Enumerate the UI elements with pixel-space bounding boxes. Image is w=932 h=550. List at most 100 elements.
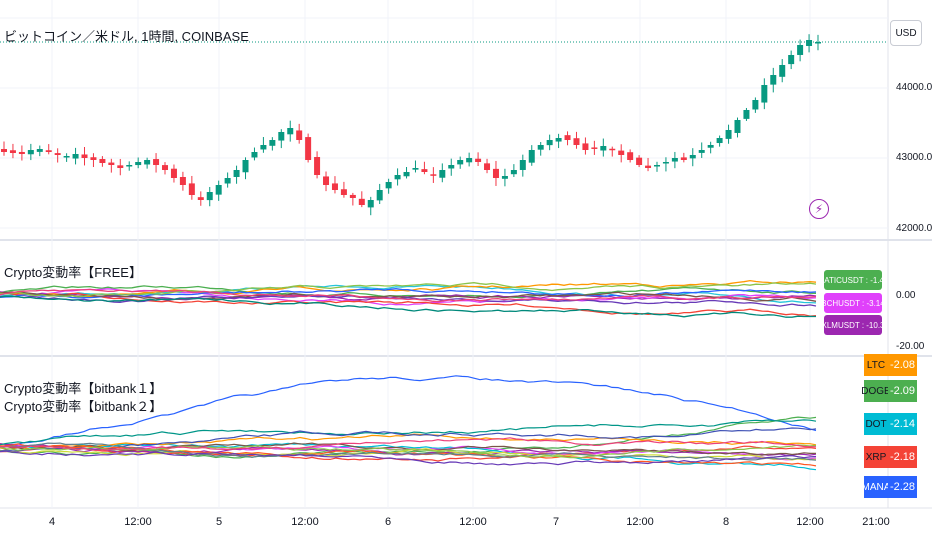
price-label-43000: 43000.00 xyxy=(896,152,932,163)
candle-body xyxy=(394,175,401,180)
time-label: 5 xyxy=(215,516,223,528)
candle-body xyxy=(618,150,625,155)
candle-body xyxy=(636,157,643,165)
badge-xrp-symbol: XRP xyxy=(864,446,888,468)
candle-body xyxy=(725,130,732,139)
candle-body xyxy=(439,170,446,178)
candle-body xyxy=(573,138,580,145)
candle-body xyxy=(645,165,652,168)
candle-body xyxy=(815,42,821,44)
candle-body xyxy=(752,100,759,110)
bitbank1-pane-title: Crypto変動率【bitbank１】 xyxy=(4,381,163,396)
candle-body xyxy=(385,182,392,189)
indicator-line xyxy=(0,282,817,298)
candle-body xyxy=(27,150,34,155)
candle-body xyxy=(627,152,634,160)
candle-body xyxy=(662,162,669,164)
candle-body xyxy=(484,163,491,170)
candle-body xyxy=(582,143,589,150)
candle-body xyxy=(144,160,151,165)
candle-body xyxy=(689,155,696,159)
flag-xlmusdt: XLMUSDT : -10.3 xyxy=(824,315,882,335)
candle-body xyxy=(72,154,79,159)
candle-body xyxy=(716,138,723,144)
badge-mana-value: -2.28 xyxy=(888,476,917,498)
candle-body xyxy=(519,160,526,170)
time-label: 6 xyxy=(384,516,392,528)
badge-mana-symbol: MANA xyxy=(862,476,890,498)
candle-body xyxy=(349,194,356,198)
candlestick-series xyxy=(1,34,821,216)
candle-body xyxy=(457,160,464,165)
candle-body xyxy=(788,55,795,65)
candle-body xyxy=(806,40,813,46)
candle-body xyxy=(162,165,169,170)
main-chart-title: ビットコイン／米ドル, 1時間, COINBASE xyxy=(4,29,249,44)
candle-body xyxy=(403,172,410,177)
time-label: 12:00 xyxy=(124,516,152,528)
time-label: 21:00 xyxy=(862,516,890,528)
time-label: 12:00 xyxy=(626,516,654,528)
time-label: 12:00 xyxy=(291,516,319,528)
candle-body xyxy=(224,178,231,184)
candle-body xyxy=(466,158,473,163)
candle-body xyxy=(1,149,7,152)
candle-body xyxy=(153,159,160,165)
candle-body xyxy=(555,138,562,142)
candle-body xyxy=(108,162,115,165)
candle-body xyxy=(653,165,660,167)
candle-body xyxy=(331,183,338,190)
candle-body xyxy=(233,170,240,177)
candle-body xyxy=(81,154,88,158)
candle-body xyxy=(287,128,294,135)
candle-body xyxy=(797,45,804,55)
candle-body xyxy=(242,160,249,173)
candle-body xyxy=(698,150,705,153)
candle-body xyxy=(528,150,535,163)
candle-body xyxy=(63,156,70,158)
candle-body xyxy=(36,149,43,152)
indicator-line xyxy=(0,375,817,448)
candle-body xyxy=(600,146,607,151)
price-label-42000: 42000.00 xyxy=(896,223,932,234)
badge-ltc-symbol: LTC xyxy=(864,354,888,376)
pane1-scale-zero: 0.00 xyxy=(896,290,916,301)
candle-body xyxy=(260,145,267,150)
candle-body xyxy=(761,85,768,103)
time-label: 7 xyxy=(552,516,560,528)
lightning-icon[interactable]: ⚡ xyxy=(809,199,829,219)
free-pane-title: Crypto変動率【FREE】 xyxy=(4,265,142,280)
candle-body xyxy=(45,150,52,152)
candle-body xyxy=(18,151,25,154)
candle-body xyxy=(734,120,741,133)
candle-body xyxy=(779,65,786,77)
candle-body xyxy=(412,168,419,170)
bitbank2-pane-title: Crypto変動率【bitbank２】 xyxy=(4,399,163,414)
candle-body xyxy=(510,170,517,175)
candle-body xyxy=(492,168,499,178)
candle-body xyxy=(9,150,16,153)
candle-body xyxy=(376,190,383,201)
badge-doge-symbol: DOGE xyxy=(861,380,891,402)
flag-maticusdt: MATICUSDT : -1.42 xyxy=(824,270,882,290)
candle-body xyxy=(501,176,508,179)
candle-body xyxy=(54,153,61,155)
candle-body xyxy=(99,158,106,163)
badge-doge-value: -2.09 xyxy=(888,380,917,402)
time-label: 8 xyxy=(722,516,730,528)
candle-body xyxy=(340,189,347,195)
indicator-line xyxy=(0,437,817,452)
bitbank-pane-lines xyxy=(0,375,817,471)
candle-body xyxy=(278,132,285,141)
badge-xrp-value: -2.18 xyxy=(888,446,917,468)
badge-dot-symbol: DOT xyxy=(864,413,888,435)
currency-button[interactable]: USD xyxy=(890,20,922,46)
candle-body xyxy=(770,75,777,85)
indicator-line xyxy=(0,285,817,299)
candle-body xyxy=(170,168,177,178)
candle-body xyxy=(591,147,598,149)
indicator-line xyxy=(0,450,817,466)
time-label: 12:00 xyxy=(796,516,824,528)
indicator-line xyxy=(0,292,817,317)
